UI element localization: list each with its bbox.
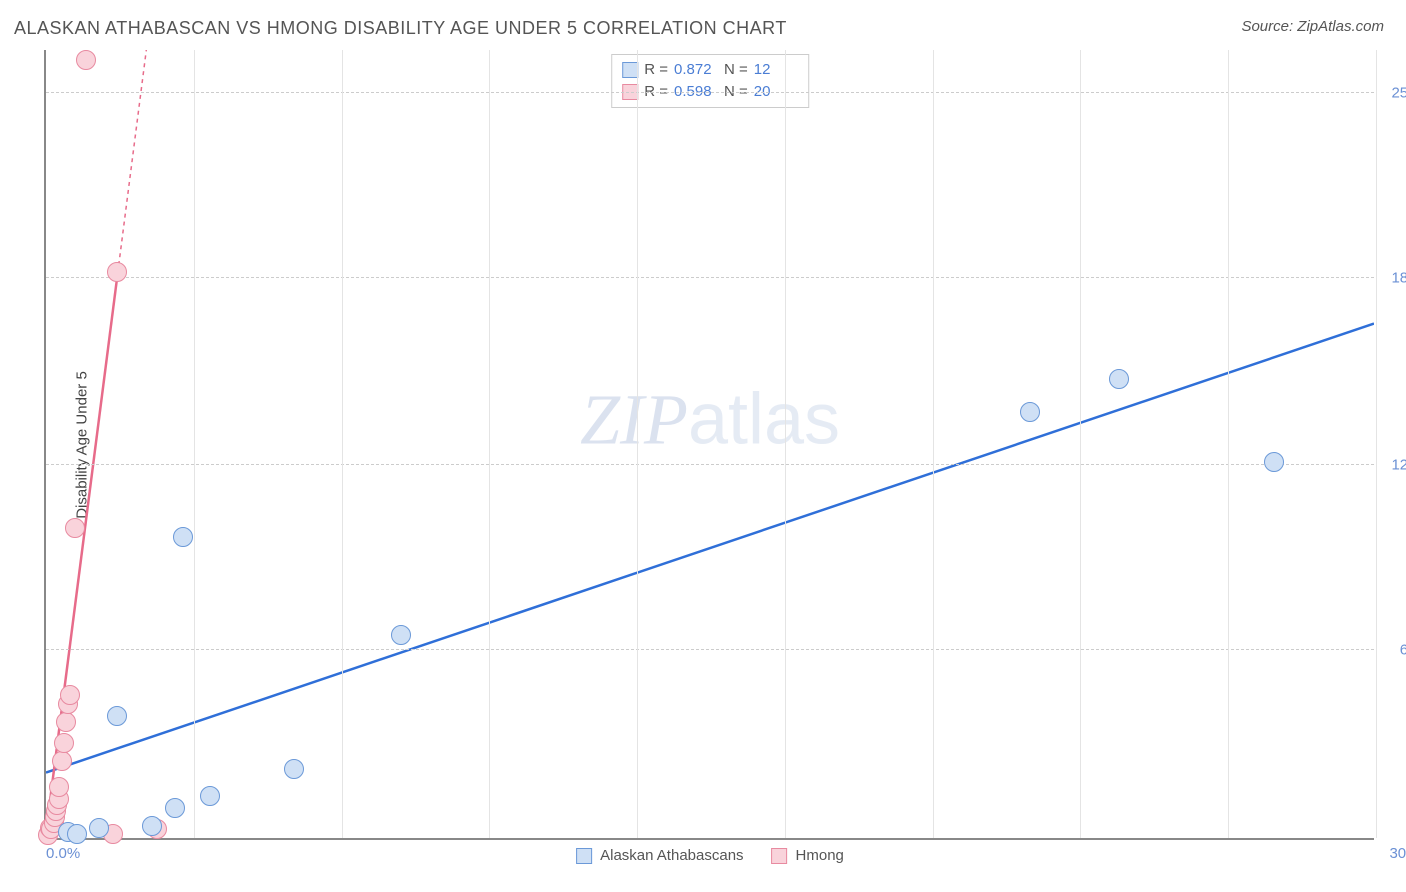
x-tick-label: 0.0%: [46, 845, 80, 862]
y-tick-label: 18.8%: [1379, 269, 1406, 286]
correlation-legend: R = 0.872 N = 12 R = 0.598 N = 20: [611, 54, 809, 108]
legend-label-hmong: Hmong: [796, 847, 844, 864]
data-point-athabascan: [89, 818, 109, 838]
source-citation: Source: ZipAtlas.com: [1241, 18, 1384, 35]
swatch-athabascan-icon: [622, 62, 638, 78]
data-point-athabascan: [200, 786, 220, 806]
watermark-part1: ZIP: [580, 380, 688, 460]
data-point-hmong: [54, 733, 74, 753]
watermark-text: ZIPatlas: [580, 379, 840, 462]
data-point-athabascan: [173, 527, 193, 547]
gridline-vertical: [1080, 50, 1081, 838]
data-point-athabascan: [1264, 452, 1284, 472]
gridline-horizontal: [46, 464, 1374, 465]
x-tick-label: 30.0%: [1389, 845, 1406, 862]
data-point-athabascan: [107, 706, 127, 726]
legend-item-hmong: Hmong: [772, 847, 844, 864]
gridline-vertical: [489, 50, 490, 838]
data-point-athabascan: [284, 759, 304, 779]
y-tick-label: 12.5%: [1379, 457, 1406, 474]
data-point-athabascan: [1020, 402, 1040, 422]
gridline-vertical: [1228, 50, 1229, 838]
swatch-hmong-icon: [772, 848, 788, 864]
chart-container: ALASKAN ATHABASCAN VS HMONG DISABILITY A…: [0, 0, 1406, 892]
data-point-hmong: [52, 751, 72, 771]
chart-title: ALASKAN ATHABASCAN VS HMONG DISABILITY A…: [14, 18, 787, 39]
series-legend: Alaskan Athabascans Hmong: [576, 847, 844, 864]
data-point-hmong: [49, 777, 69, 797]
data-point-hmong: [65, 518, 85, 538]
gridline-vertical: [1376, 50, 1377, 838]
data-point-athabascan: [1109, 369, 1129, 389]
correlation-row-athabascan: R = 0.872 N = 12: [622, 59, 798, 81]
n-value-athabascan: 12: [754, 59, 798, 81]
legend-label-athabascan: Alaskan Athabascans: [600, 847, 743, 864]
gridline-vertical: [785, 50, 786, 838]
y-tick-label: 6.3%: [1379, 642, 1406, 659]
gridline-vertical: [933, 50, 934, 838]
data-point-athabascan: [165, 798, 185, 818]
legend-item-athabascan: Alaskan Athabascans: [576, 847, 743, 864]
r-value-athabascan: 0.872: [674, 59, 718, 81]
data-point-athabascan: [67, 824, 87, 844]
data-point-hmong: [76, 50, 96, 70]
gridline-vertical: [637, 50, 638, 838]
swatch-athabascan-icon: [576, 848, 592, 864]
data-point-hmong: [107, 262, 127, 282]
r-label: R =: [644, 59, 668, 81]
watermark-part2: atlas: [688, 380, 840, 460]
data-point-hmong: [56, 712, 76, 732]
gridline-horizontal: [46, 92, 1374, 93]
data-point-hmong: [60, 685, 80, 705]
gridline-vertical: [342, 50, 343, 838]
data-point-athabascan: [142, 816, 162, 836]
plot-area: ZIPatlas R = 0.872 N = 12 R = 0.598 N = …: [44, 50, 1374, 840]
gridline-vertical: [194, 50, 195, 838]
gridline-horizontal: [46, 649, 1374, 650]
y-tick-label: 25.0%: [1379, 84, 1406, 101]
gridline-horizontal: [46, 277, 1374, 278]
n-label: N =: [724, 59, 748, 81]
data-point-athabascan: [391, 625, 411, 645]
trend-lines-svg: [46, 50, 1374, 838]
